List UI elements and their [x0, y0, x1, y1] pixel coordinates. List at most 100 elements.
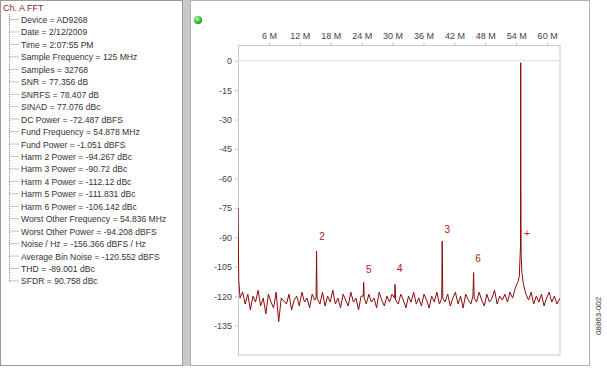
status-indicator — [194, 16, 202, 24]
tree-branch — [10, 193, 20, 194]
y-tick-mark — [235, 90, 238, 91]
y-axis: 0-15-30-45-60-75-90-105-120-135 — [214, 46, 239, 356]
y-tick-mark — [235, 267, 238, 268]
tree-branch — [10, 181, 20, 182]
y-tick-mark — [235, 326, 238, 327]
tree-branch — [10, 243, 20, 244]
tree-branch — [10, 256, 20, 257]
x-tick-mark — [454, 42, 455, 45]
tree-branch — [10, 81, 20, 82]
panel-item: Harm 3 Power = -90.72 dBc — [21, 164, 128, 174]
data-layer — [238, 63, 560, 322]
x-tick-mark — [269, 42, 270, 45]
panel-item: SFDR = 90.758 dBc — [21, 276, 98, 286]
y-tick-mark — [235, 149, 238, 150]
tree-branch — [10, 106, 20, 107]
panel-item: DC Power = -72.487 dBFS — [21, 115, 123, 125]
x-tick: 6 M — [262, 31, 277, 45]
y-tick: -135 — [214, 321, 238, 331]
y-tick: -30 — [219, 115, 238, 125]
x-tick: 30 M — [383, 31, 403, 45]
x-tick: 48 M — [476, 31, 496, 45]
y-tick-mark — [235, 237, 238, 238]
y-tick-label: -120 — [214, 292, 232, 302]
x-tick: 60 M — [538, 31, 558, 45]
x-tick: 42 M — [445, 31, 465, 45]
tree-branch — [10, 56, 20, 57]
panel-item: SNR = 77.356 dB — [21, 77, 88, 87]
panel-item: Fund Frequency = 54.878 MHz — [21, 127, 140, 137]
panel-item: Fund Power = -1.051 dBFS — [21, 140, 126, 150]
y-tick-mark — [235, 178, 238, 179]
panel-item: Device = AD9268 — [21, 15, 88, 25]
panel-item: Harm 5 Power = -111.831 dBc — [21, 189, 136, 199]
panel-item: Harm 2 Power = -94.267 dBc — [21, 152, 133, 162]
y-tick-mark — [235, 120, 238, 121]
tree-branch — [10, 144, 20, 145]
x-tick-mark — [300, 42, 301, 45]
x-axis-line — [239, 45, 561, 46]
tree-branch — [10, 19, 20, 20]
x-tick-mark — [362, 42, 363, 45]
tree-branch — [10, 44, 20, 45]
y-tick: -15 — [219, 86, 238, 96]
panel-item: Noise / Hz = -156.366 dBFS / Hz — [21, 239, 146, 249]
panel-item: SINAD = 77.076 dBc — [21, 102, 101, 112]
y-tick-label: -45 — [219, 144, 232, 154]
x-tick-label: 60 M — [538, 31, 558, 41]
x-axis: 6 M 12 M 18 M 24 M 30 M 36 M 42 M 48 M 54 M 60 M — [239, 31, 561, 46]
y-tick-label: -15 — [219, 86, 232, 96]
x-tick-mark — [331, 42, 332, 45]
harmonic-label: 5 — [366, 264, 372, 275]
harmonic-label: 2 — [319, 231, 325, 242]
panel-item: Sample Frequency = 125 MHz — [21, 52, 137, 62]
x-tick-mark — [485, 42, 486, 45]
y-axis-line — [238, 46, 239, 356]
harmonic-label: 4 — [397, 263, 403, 274]
x-tick-mark — [393, 42, 394, 45]
y-tick-label: -135 — [214, 321, 232, 331]
chart-background — [191, 1, 590, 366]
x-tick: 12 M — [290, 31, 310, 45]
x-tick: 24 M — [352, 31, 372, 45]
x-tick: 18 M — [321, 31, 341, 45]
x-tick-label: 30 M — [383, 31, 403, 41]
panel-item: Worst Other Power = -94.208 dBFS — [21, 227, 157, 237]
y-tick: -60 — [219, 174, 238, 184]
y-tick-label: -90 — [219, 233, 232, 243]
x-tick-mark — [547, 42, 548, 45]
panel-item: Harm 6 Power = -106.142 dBc — [21, 202, 138, 212]
annotations: 23546+ — [319, 224, 530, 275]
panel-title: Ch. A FFT — [3, 3, 44, 13]
harmonic-label: 6 — [475, 253, 481, 264]
y-tick-label: -75 — [219, 203, 232, 213]
panel-background — [1, 1, 183, 366]
tree-branch — [10, 218, 20, 219]
tree-branch — [10, 168, 20, 169]
y-tick: -75 — [219, 203, 238, 213]
x-tick-label: 18 M — [321, 31, 341, 41]
info-panel: Ch. A FFTDevice = AD9268Date = 2/12/2009… — [1, 1, 183, 366]
y-tick-mark — [235, 61, 238, 62]
tree-branch — [10, 94, 20, 95]
separator — [183, 0, 190, 366]
x-tick: 36 M — [414, 31, 434, 45]
x-tick-mark — [423, 42, 424, 45]
panel-item: Average Bin Noise = -120.552 dBFS — [21, 252, 160, 262]
y-tick: 0 — [227, 56, 238, 66]
y-tick-label: -60 — [219, 174, 232, 184]
y-tick: -45 — [219, 144, 238, 154]
panel-item: Samples = 32768 — [21, 65, 88, 75]
panel-item: Worst Other Frequency = 54.836 MHz — [21, 214, 166, 224]
spectrum-line — [238, 63, 560, 322]
tree-branch — [10, 156, 20, 157]
tree-branch — [10, 131, 20, 132]
panel-item: Time = 2:07:55 PM — [21, 40, 94, 50]
y-tick-mark — [235, 208, 238, 209]
x-tick-label: 54 M — [507, 31, 527, 41]
y-tick-label: -30 — [219, 115, 232, 125]
tree-branch — [10, 268, 20, 269]
x-tick-label: 42 M — [445, 31, 465, 41]
x-tick-label: 12 M — [290, 31, 310, 41]
y-tick-mark — [235, 296, 238, 297]
